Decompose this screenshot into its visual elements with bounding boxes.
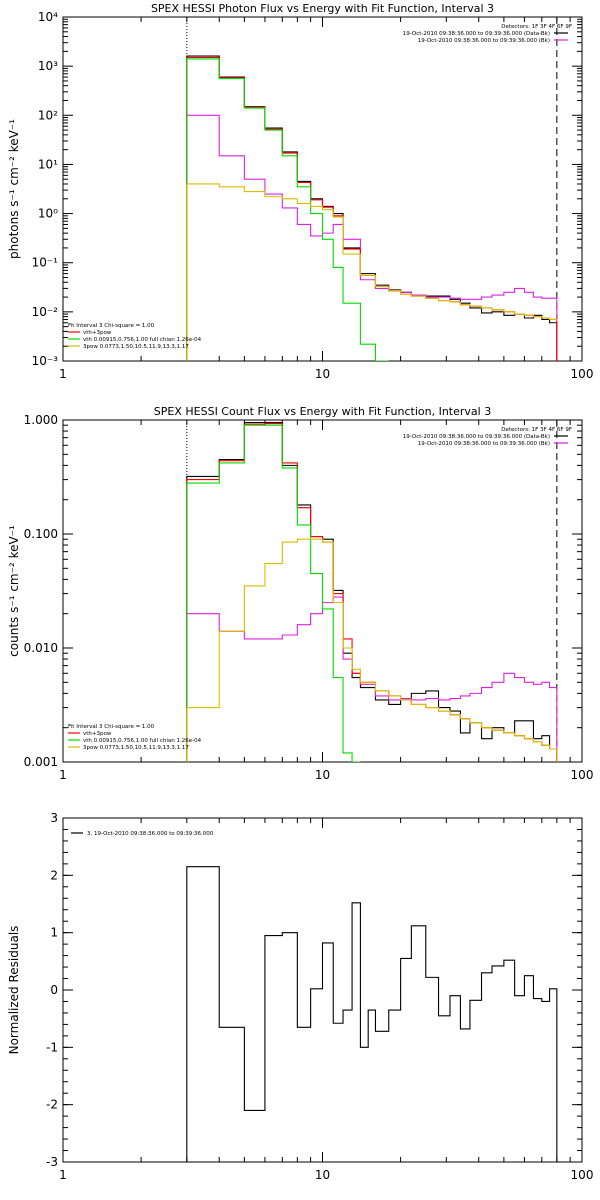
- y-tick-label: 10⁻³: [32, 354, 59, 368]
- series-line-3: [186, 866, 558, 1162]
- x-tick-label: 100: [571, 1168, 594, 1182]
- y-tick-label: 10⁴: [38, 10, 58, 24]
- plot-frame: [62, 817, 583, 1163]
- series-group: [186, 421, 558, 762]
- y-tick-label: 0.001: [24, 755, 58, 769]
- chart-panel-1: SPEX HESSI Photon Flux vs Energy with Fi…: [7, 2, 593, 381]
- chart-panel-2: SPEX HESSI Count Flux vs Energy with Fit…: [7, 405, 593, 782]
- series-line-vth-3pow: [186, 423, 558, 762]
- legend-text: vth+3pow: [83, 731, 112, 737]
- y-tick-label: 10⁰: [38, 207, 58, 221]
- y-tick-label: 0: [50, 983, 58, 997]
- y-axis-label: Normalized Residuals: [7, 926, 21, 1055]
- y-axis-label: counts s⁻¹ cm⁻² keV⁻¹: [7, 525, 21, 657]
- y-tick-label: 10²: [38, 108, 58, 122]
- legend-text: Fit Interval 3 Chi-square = 1.00: [68, 724, 155, 730]
- y-tick-label: -1: [46, 1040, 58, 1054]
- legend-text: 3, 19-Oct-2010 09:38:36.000 to 09:39:36.…: [87, 831, 214, 837]
- legend-text: 3pow 0.0773,1.50,10.5,11.9,13.3,1.17: [83, 745, 189, 751]
- series-line-bk: [186, 596, 558, 762]
- y-tick-label: 10¹: [38, 157, 58, 171]
- series-line-data-bk: [186, 421, 558, 762]
- series-group: [186, 55, 558, 361]
- chart-panel-3: Normalized Residuals 1 10 100 -3 -2 -1 0 1 2 3 3, 1…: [7, 811, 593, 1182]
- y-tick-label: 10⁻²: [32, 305, 59, 319]
- x-tick-label: 100: [571, 367, 594, 381]
- y-tick-label: 2: [50, 868, 58, 882]
- series-line-3pow: [186, 183, 558, 361]
- series-line-data-bk: [186, 55, 558, 361]
- y-tick-label: -3: [46, 1155, 58, 1169]
- y-tick-label: 3: [50, 811, 58, 825]
- y-tick-label: 1: [50, 926, 58, 940]
- legend-text: Fit Interval 3 Chi-square = 1.00: [68, 323, 155, 329]
- legend-text: vth+3pow: [83, 330, 112, 336]
- x-tick-label: 10: [315, 367, 330, 381]
- chart-title: SPEX HESSI Count Flux vs Energy with Fit…: [154, 405, 491, 418]
- y-tick-label: 10³: [38, 59, 58, 73]
- x-tick-label: 100: [571, 768, 594, 782]
- legend-text: vth 0.00915,0.756,1.00 full chian 1.26e-…: [83, 337, 202, 343]
- y-tick-label: -2: [46, 1098, 58, 1112]
- series-line-bk: [186, 114, 558, 361]
- series-line-vth-3pow: [186, 56, 558, 361]
- series-line-3pow: [186, 538, 558, 762]
- x-tick-label: 1: [59, 1168, 67, 1182]
- y-axis-label: photons s⁻¹ cm⁻² keV⁻¹: [7, 119, 21, 259]
- x-tick-label: 1: [59, 367, 67, 381]
- legend-text: 19-Oct-2010 09:38:36.000 to 09:39:36.000…: [403, 31, 550, 37]
- y-tick-label: 0.010: [24, 641, 58, 655]
- series-line-vth: [186, 58, 389, 361]
- chart-title: SPEX HESSI Photon Flux vs Energy with Fi…: [151, 2, 494, 15]
- y-tick-label: 10⁻¹: [32, 256, 59, 270]
- series-group: [186, 866, 558, 1162]
- y-tick-label: 0.100: [24, 527, 58, 541]
- x-tick-label: 10: [315, 1168, 330, 1182]
- x-tick-label: 1: [59, 768, 67, 782]
- legend-text: 3pow 0.0773,1.50,10.5,11.9,13.3,1.17: [83, 344, 189, 350]
- legend-text: 19-Oct-2010 09:38:36.000 to 09:39:36.000…: [403, 434, 550, 440]
- legend-text: Detectors: 1F 3F 4F 6F 9F: [501, 24, 572, 30]
- y-tick-label: 1.000: [24, 413, 58, 427]
- legend-text: Detectors: 1F 3F 4F 6F 9F: [501, 427, 572, 433]
- legend-text: 19-Oct-2010 09:38:36.000 to 09:39:36.000…: [418, 441, 550, 447]
- x-tick-label: 10: [315, 768, 330, 782]
- series-line-vth: [186, 424, 361, 762]
- legend-text: 19-Oct-2010 09:38:36.000 to 09:39:36.000…: [418, 38, 550, 44]
- legend-text: vth 0.00915,0.756,1.00 full chian 1.26e-…: [83, 738, 202, 744]
